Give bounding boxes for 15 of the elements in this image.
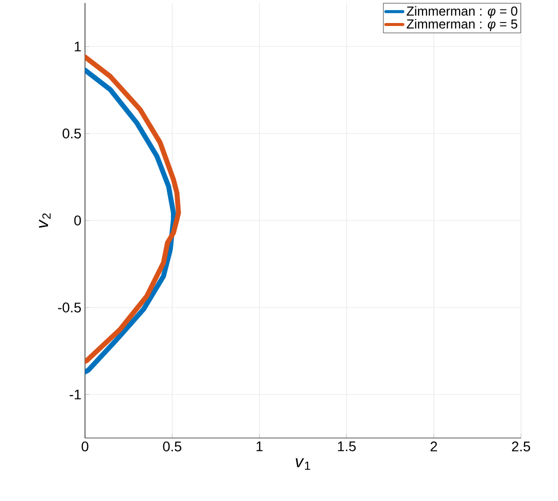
- x-tick-label: 2: [430, 442, 437, 452]
- x-tick-label: 0: [82, 442, 88, 452]
- x-tick-label: 1: [256, 442, 263, 452]
- y-tick-label: -0.5: [58, 302, 81, 312]
- x-tick-label: 0.5: [163, 442, 182, 452]
- y-tick-label: 0: [74, 216, 81, 226]
- y-axis-title: v$_{2}$: [39, 213, 51, 228]
- x-axis-title: v$_{1}$: [296, 458, 310, 470]
- legend-label: Zimmerman : φ = 5: [406, 19, 518, 32]
- y-tick-label: 0.5: [62, 128, 81, 138]
- y-tick-label: -1: [70, 390, 81, 400]
- y-tick-label: 1: [74, 42, 81, 52]
- x-tick-label: 1.5: [338, 442, 356, 452]
- legend-label: Zimmerman : φ = 0: [406, 6, 518, 18]
- x-tick-label: 2.5: [512, 442, 530, 452]
